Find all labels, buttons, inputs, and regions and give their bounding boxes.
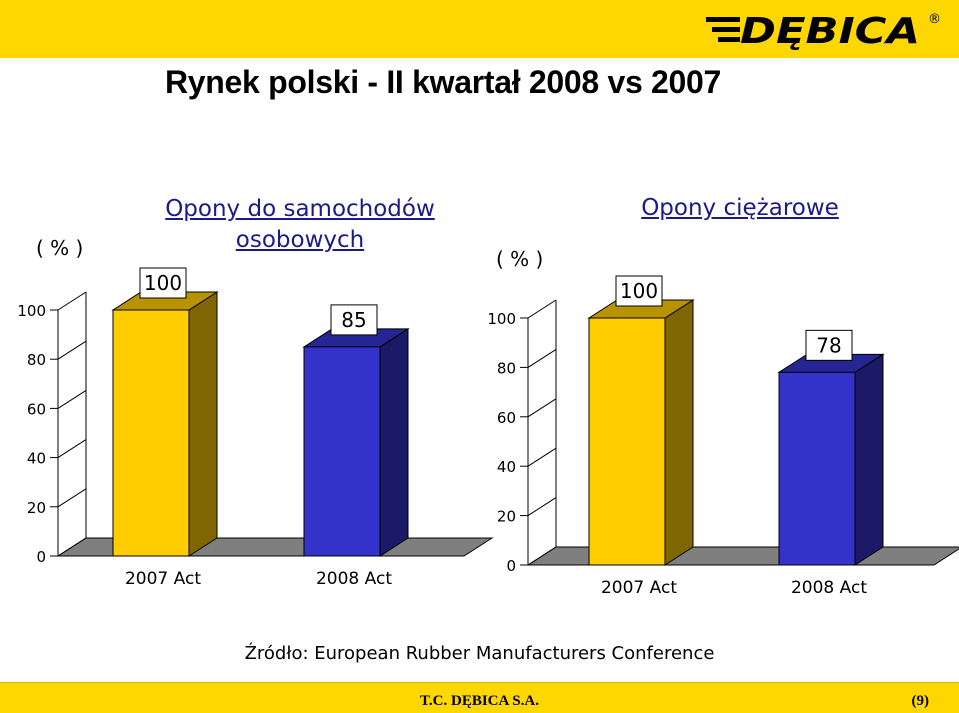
chart2-bar-2 <box>778 371 856 566</box>
chart1-title-line-1: Opony do samochodów <box>165 196 435 222</box>
chart1-data-label-box-2 <box>330 304 378 336</box>
chart2-data-label-1: 100 <box>620 279 658 303</box>
chart1-ytick-label: 0 <box>36 548 46 566</box>
chart1-ytick-label: 80 <box>27 351 46 369</box>
chart1-bar-1 <box>112 309 190 557</box>
chart2-ytick-label: 80 <box>497 359 516 377</box>
chart2-title-line-1: Opony ciężarowe <box>641 195 839 221</box>
chart2-bar-1 <box>588 317 666 566</box>
logo-wordmark: DĘBICA <box>740 11 920 52</box>
chart1-data-label-2: 85 <box>341 308 366 332</box>
page-title: Rynek polski - II kwartał 2008 vs 2007 <box>165 64 722 100</box>
chart2-ytick-depth <box>527 348 557 368</box>
chart1-ytick-label: 60 <box>27 400 46 418</box>
chart1-bar-2 <box>303 346 381 557</box>
chart2-ytick-depth <box>527 546 557 566</box>
chart2-ytick-label: 100 <box>487 310 516 328</box>
chart1-title-line-2: osobowych <box>235 227 365 253</box>
chart2-data-label-box-1 <box>615 275 663 307</box>
chart1-ytick-label: 40 <box>27 450 46 468</box>
chart1-ytick-label: 20 <box>27 499 46 517</box>
page-number: (9) <box>911 693 930 709</box>
chart2-ytick-label: 20 <box>497 508 516 526</box>
chart2-ytick-depth <box>527 398 557 418</box>
chart2-bar-1-side <box>664 299 694 566</box>
chart2-title: Opony ciężarowe <box>590 193 890 224</box>
bottom-band-border <box>0 682 959 683</box>
chart2-ytick-label: 60 <box>497 409 516 427</box>
company-name: T.C. DĘBICA S.A. <box>420 693 539 709</box>
chart1-ytick-label: 100 <box>17 302 46 320</box>
chart1-data-label-box-1 <box>139 267 187 299</box>
chart1-category-label-1: 2007 Act <box>125 569 201 589</box>
chart1-data-label-1: 100 <box>144 271 182 295</box>
chart2-data-label-box-2 <box>805 329 853 361</box>
chart1-ytick-depth <box>57 439 87 459</box>
chart2-bar-2-side <box>854 353 884 566</box>
debica-logo: DĘBICA ® <box>706 11 941 52</box>
chart1-ytick-depth <box>57 537 87 557</box>
chart1-ytick-depth <box>57 488 87 508</box>
chart1-unit-label: ( % ) <box>36 236 84 260</box>
chart1-title: Opony do samochodów osobowych <box>130 194 470 256</box>
logo-speed-stripes <box>706 17 740 42</box>
bottom-band <box>0 683 959 713</box>
chart2-ytick-label: 0 <box>506 557 516 575</box>
chart1-bar-2-side <box>379 327 409 557</box>
chart1-bar-1-side <box>188 291 218 557</box>
chart2-ytick-depth <box>527 299 557 319</box>
chart1-ytick-depth <box>57 340 87 360</box>
chart1-ytick-depth <box>57 291 87 311</box>
chart2-data-label-2: 78 <box>816 333 841 357</box>
chart1: 0 20 40 60 80 100 100 2007 Act 85 2008 Act <box>17 267 494 589</box>
chart2-category-label-1: 2007 Act <box>601 578 677 598</box>
top-band <box>0 0 959 58</box>
chart2-category-label-2: 2008 Act <box>791 578 867 598</box>
chart2-unit-label: ( % ) <box>496 247 544 271</box>
source-note: Źródło: European Rubber Manufacturers Co… <box>244 643 715 664</box>
chart2-ytick-label: 40 <box>497 458 516 476</box>
logo-registered-mark: ® <box>928 12 941 27</box>
chart1-ytick-depth <box>57 389 87 409</box>
chart2-ytick-depth <box>527 497 557 517</box>
chart2-ytick-depth <box>527 447 557 467</box>
chart2: 0 20 40 60 80 100 100 2007 Act 78 2008 Act <box>487 275 959 598</box>
chart1-category-label-2: 2008 Act <box>316 569 392 589</box>
